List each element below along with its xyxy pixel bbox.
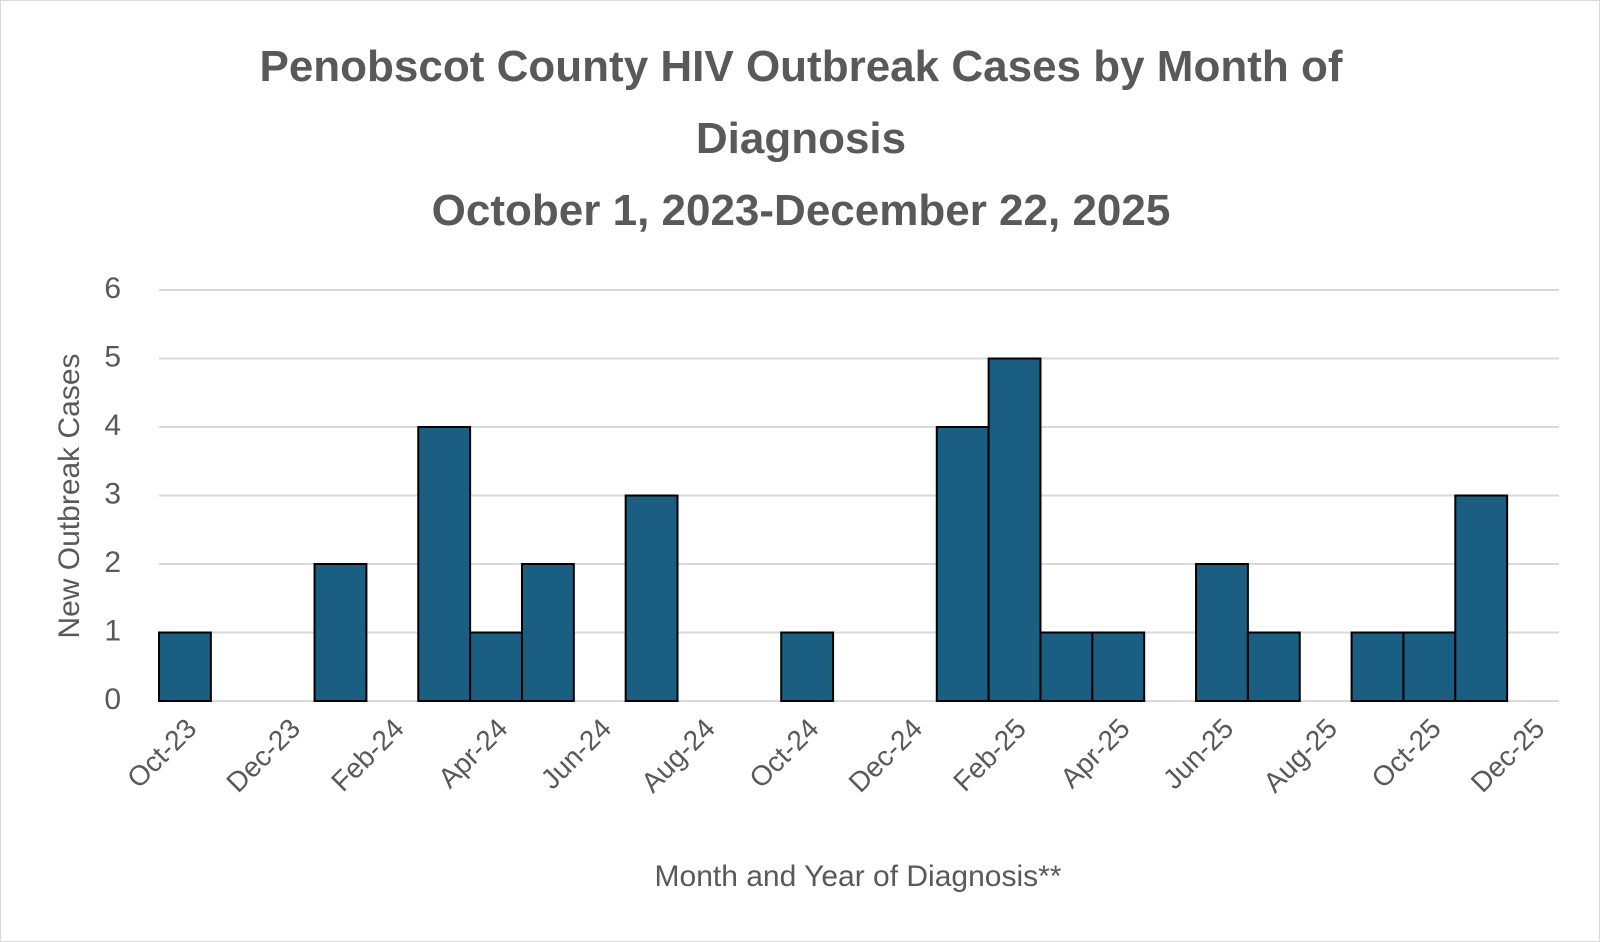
x-tick-label: Oct-24 xyxy=(743,713,824,794)
bar xyxy=(1195,563,1249,702)
bar xyxy=(313,563,368,702)
bar xyxy=(624,494,679,702)
y-tick-label: 4 xyxy=(104,409,121,442)
bar xyxy=(417,426,472,702)
bar xyxy=(1350,631,1405,702)
chart-subtitle: October 1, 2023-December 22, 2025 xyxy=(431,186,1171,235)
x-tick-label: Dec-24 xyxy=(843,713,929,799)
bar xyxy=(520,563,575,702)
x-tick-label: Dec-25 xyxy=(1465,713,1551,799)
chart-title: Penobscot County HIV Outbreak Cases by M… xyxy=(259,42,1343,163)
x-tick-label: Jun-25 xyxy=(1157,713,1239,795)
y-tick-label: 0 xyxy=(104,683,121,716)
x-tick-label: Feb-25 xyxy=(947,713,1032,798)
x-tick-label: Oct-23 xyxy=(121,713,202,794)
y-tick-label: 6 xyxy=(104,272,121,305)
x-tick-label: Feb-24 xyxy=(325,713,410,798)
y-tick-label: 3 xyxy=(104,477,121,510)
bar xyxy=(469,631,523,702)
bar xyxy=(935,426,990,702)
bar xyxy=(1454,494,1509,702)
bar xyxy=(1402,631,1457,702)
x-tick-label: Apr-24 xyxy=(432,713,513,794)
bar xyxy=(1246,631,1301,702)
y-tick-label: 1 xyxy=(104,614,121,647)
x-tick-label: Dec-23 xyxy=(220,713,306,799)
x-tick-label: Apr-25 xyxy=(1054,713,1135,794)
bar xyxy=(987,357,1042,702)
x-tick-label: Aug-25 xyxy=(1257,713,1343,799)
x-tick-label: Oct-25 xyxy=(1365,713,1446,794)
y-tick-label: 5 xyxy=(104,340,121,373)
y-tick-label: 2 xyxy=(104,546,121,579)
bar xyxy=(1091,631,1146,702)
x-axis-label: Month and Year of Diagnosis** xyxy=(655,860,1062,893)
bar xyxy=(1039,631,1094,702)
bar xyxy=(780,631,835,702)
x-tick-label: Aug-24 xyxy=(635,713,721,799)
y-axis-label: New Outbreak Cases xyxy=(53,353,86,638)
bar xyxy=(158,631,212,702)
x-tick-label: Jun-24 xyxy=(535,713,617,795)
